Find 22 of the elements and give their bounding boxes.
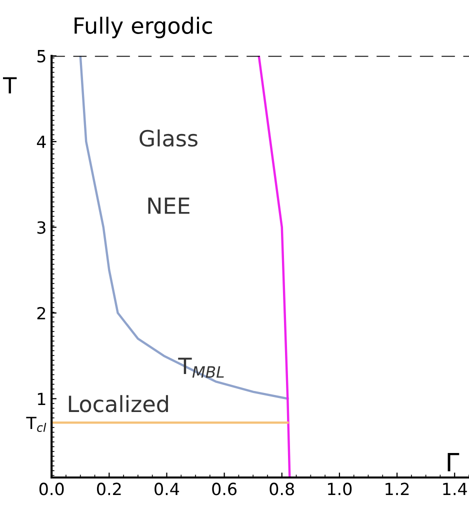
x-tick-label: 1.2 [386, 482, 409, 496]
annotation: Localized [68, 395, 168, 412]
x-tick-label: 0.2 [97, 482, 121, 496]
x-tick-label: 0.0 [39, 482, 64, 496]
x-tick-label: 0.4 [154, 482, 180, 496]
y-axis-title: T [2, 77, 17, 94]
y-tick-label: 5 [37, 50, 46, 62]
line-series [258, 56, 291, 478]
annotation: T$_{MBL}$ [178, 358, 224, 378]
y-tick-label: 2 [37, 306, 46, 320]
y-tick-label: 4 [36, 136, 46, 148]
x-tick-label: 1.4 [443, 482, 467, 496]
annotation: NEE [148, 198, 190, 214]
annotation: Glass [140, 129, 198, 147]
x-tick-label: 0.6 [212, 482, 237, 496]
y-tick-label: 3 [37, 221, 46, 234]
x-tick-label: 1.0 [328, 482, 352, 496]
x-tick-label: 0.8 [270, 482, 294, 496]
x-axis-title: Γ [448, 452, 460, 472]
y-tick-label: 1 [38, 392, 46, 406]
y-tick-label: T$_{cl}$ [26, 416, 46, 432]
chart-title: Fully ergodic [74, 16, 212, 38]
